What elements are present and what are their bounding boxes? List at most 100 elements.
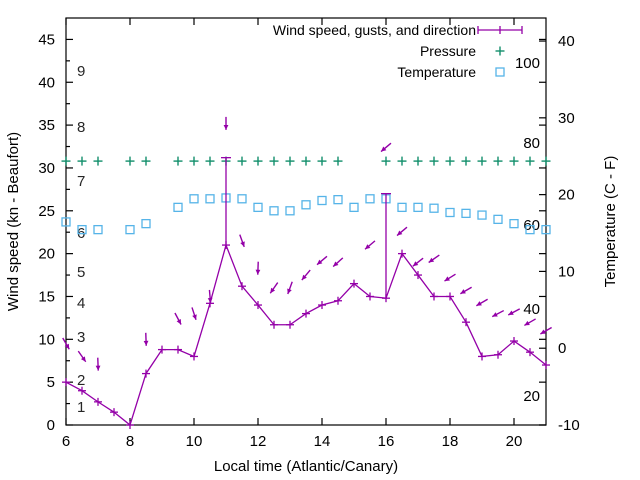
temperature-marker bbox=[93, 224, 103, 235]
temperature-marker bbox=[413, 202, 423, 213]
wind-direction-arrowhead bbox=[80, 356, 86, 362]
wind-direction-arrowhead bbox=[333, 261, 339, 267]
y2-axis-tick-label: 10 bbox=[558, 263, 575, 280]
temperature-marker bbox=[461, 208, 471, 219]
temperature-marker bbox=[269, 206, 279, 216]
temperature-marker bbox=[333, 195, 343, 205]
wind-direction-arrowhead bbox=[64, 343, 70, 350]
beaufort-label: 8 bbox=[77, 119, 85, 136]
fahrenheit-label: 100 bbox=[515, 55, 540, 72]
y-axis-tick-label: 45 bbox=[38, 31, 55, 48]
temperature-marker bbox=[125, 224, 135, 235]
temperature-marker bbox=[173, 202, 183, 213]
wind-direction-arrowhead bbox=[476, 301, 482, 306]
y-axis-tick-label: 10 bbox=[38, 331, 55, 348]
temperature-marker bbox=[397, 202, 407, 213]
wind-direction-arrowhead bbox=[428, 257, 435, 263]
temperature-marker bbox=[429, 203, 439, 213]
temperature-marker bbox=[493, 214, 503, 225]
wind-direction-arrowhead bbox=[397, 230, 403, 236]
wind-direction-arrowhead bbox=[540, 329, 546, 334]
wind-direction-arrowhead bbox=[176, 318, 182, 325]
wind-speed-line bbox=[65, 242, 547, 427]
fahrenheit-label: 20 bbox=[523, 388, 540, 405]
fahrenheit-label: 80 bbox=[523, 135, 540, 152]
temperature-marker bbox=[189, 194, 199, 204]
temperature-marker bbox=[141, 218, 151, 229]
temperature-marker bbox=[205, 194, 215, 204]
legend-label: Wind speed, gusts, and direction bbox=[273, 22, 476, 38]
wind-direction-arrowhead bbox=[287, 288, 292, 295]
y-axis-tick-label: 35 bbox=[38, 117, 55, 134]
wind-direction-arrowhead bbox=[240, 241, 245, 247]
temperature-marker bbox=[365, 194, 375, 204]
y-axis-tick-label: 40 bbox=[38, 74, 55, 91]
y-axis-tick-label: 15 bbox=[38, 288, 55, 305]
wind-direction-arrowhead bbox=[255, 269, 261, 275]
y-axis-tick-label: 5 bbox=[47, 374, 55, 391]
x-axis-tick-label: 14 bbox=[314, 433, 331, 450]
y-axis-tick-label: 25 bbox=[38, 203, 55, 220]
y2-axis-tick-label: -10 bbox=[558, 417, 580, 434]
wind-direction-arrowhead bbox=[270, 287, 276, 294]
legend-square-sample bbox=[495, 67, 505, 77]
y-axis-title: Wind speed (kn - Beaufort) bbox=[5, 132, 22, 311]
temperature-marker bbox=[477, 210, 487, 220]
beaufort-label: 3 bbox=[77, 329, 85, 346]
wind-direction-arrowhead bbox=[192, 314, 197, 320]
wind-direction-arrowhead bbox=[95, 365, 101, 371]
wind-direction-arrowhead bbox=[143, 340, 149, 346]
fahrenheit-label: 40 bbox=[523, 301, 540, 318]
temperature-marker bbox=[237, 194, 247, 204]
temperature-marker bbox=[317, 195, 327, 206]
y2-axis-tick-label: 40 bbox=[558, 33, 575, 50]
x-axis-tick-label: 8 bbox=[126, 433, 134, 450]
temperature-marker bbox=[541, 224, 551, 235]
beaufort-label: 9 bbox=[77, 63, 85, 80]
x-axis-tick-label: 20 bbox=[506, 433, 523, 450]
wind-direction-arrowhead bbox=[508, 310, 514, 315]
wind-direction-arrowhead bbox=[207, 297, 213, 303]
y2-axis-tick-label: 0 bbox=[558, 340, 566, 357]
wind-direction-arrowhead bbox=[460, 289, 466, 294]
y-axis-tick-label: 0 bbox=[47, 417, 55, 434]
wind-direction-arrowhead bbox=[524, 320, 530, 326]
x-axis-tick-label: 10 bbox=[186, 433, 203, 450]
beaufort-label: 5 bbox=[77, 264, 85, 281]
wind-direction-arrowhead bbox=[412, 261, 419, 267]
plot-frame bbox=[65, 17, 547, 426]
temperature-marker bbox=[285, 206, 295, 216]
temperature-marker bbox=[301, 200, 311, 210]
wind-direction-arrowhead bbox=[444, 276, 450, 282]
x-axis-tick-label: 6 bbox=[62, 433, 70, 450]
temperature-marker bbox=[77, 224, 87, 235]
wind-direction-arrowhead bbox=[317, 259, 323, 265]
legend-label: Pressure bbox=[420, 43, 476, 59]
wind-direction-arrowhead bbox=[381, 146, 387, 152]
beaufort-label: 2 bbox=[77, 372, 85, 389]
y-axis-tick-label: 30 bbox=[38, 160, 55, 177]
y2-axis-tick-label: 30 bbox=[558, 110, 575, 127]
y2-axis-title: Temperature (C - F) bbox=[602, 156, 619, 288]
x-axis-tick-label: 16 bbox=[378, 433, 395, 450]
temperature-marker bbox=[525, 224, 535, 235]
temperature-marker bbox=[445, 207, 455, 218]
temperature-marker bbox=[509, 218, 519, 229]
beaufort-label: 4 bbox=[77, 295, 85, 312]
wind-direction-arrowhead bbox=[301, 274, 307, 281]
beaufort-label: 7 bbox=[77, 173, 85, 190]
x-axis-tick-label: 12 bbox=[250, 433, 267, 450]
x-axis-tick-label: 18 bbox=[442, 433, 459, 450]
x-axis-title: Local time (Atlantic/Canary) bbox=[214, 458, 398, 475]
wind-direction-arrowhead bbox=[223, 124, 229, 130]
temperature-marker bbox=[253, 202, 263, 213]
legend-label: Temperature bbox=[397, 64, 476, 80]
wind-direction-arrowhead bbox=[365, 244, 371, 250]
y2-axis-tick-label: 20 bbox=[558, 187, 575, 204]
y-axis-tick-label: 20 bbox=[38, 246, 55, 263]
temperature-marker bbox=[349, 202, 359, 213]
wind-direction-arrowhead bbox=[492, 312, 498, 317]
temperature-marker bbox=[61, 217, 71, 227]
